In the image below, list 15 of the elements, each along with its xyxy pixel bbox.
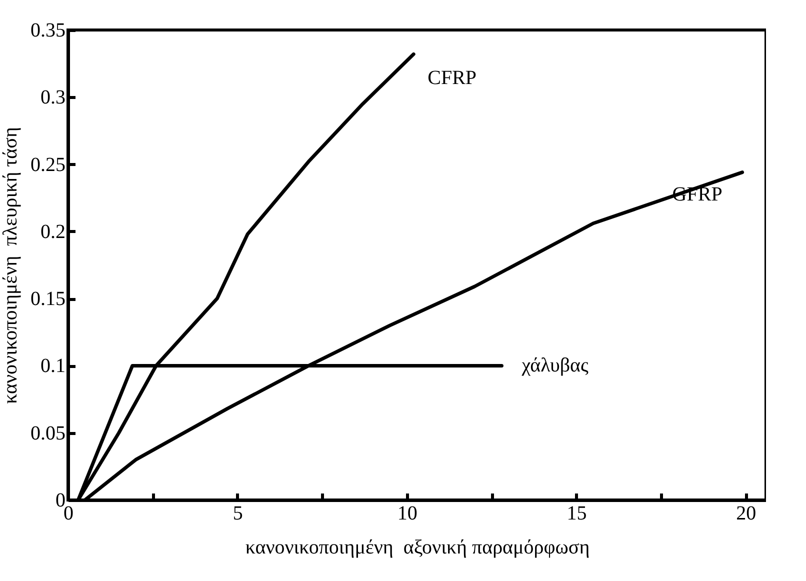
x-tick-label: 15 [566,502,587,524]
series-label: CFRP [428,67,477,90]
x-axis-title: κανονικοποιημένη αξονική παραμόρφωση [245,536,590,558]
x-tick-label: 10 [397,502,418,524]
y-tick-label: 0.35 [30,20,66,42]
y-tick-label: 0.15 [30,288,66,310]
y-axis-title: κανονικοποιημένη πλευρική τάση [0,127,22,404]
y-tick-label: 0.05 [30,422,66,444]
x-tick-label: 20 [736,502,756,524]
y-tick-label: 0.25 [30,154,66,176]
y-tick-label: 0.2 [40,220,66,243]
series-label: χάλυβας [520,354,589,377]
y-tick-label: 0.3 [40,86,66,109]
y-tick-label: 0.1 [40,355,66,378]
x-tick-label: 5 [232,502,243,524]
